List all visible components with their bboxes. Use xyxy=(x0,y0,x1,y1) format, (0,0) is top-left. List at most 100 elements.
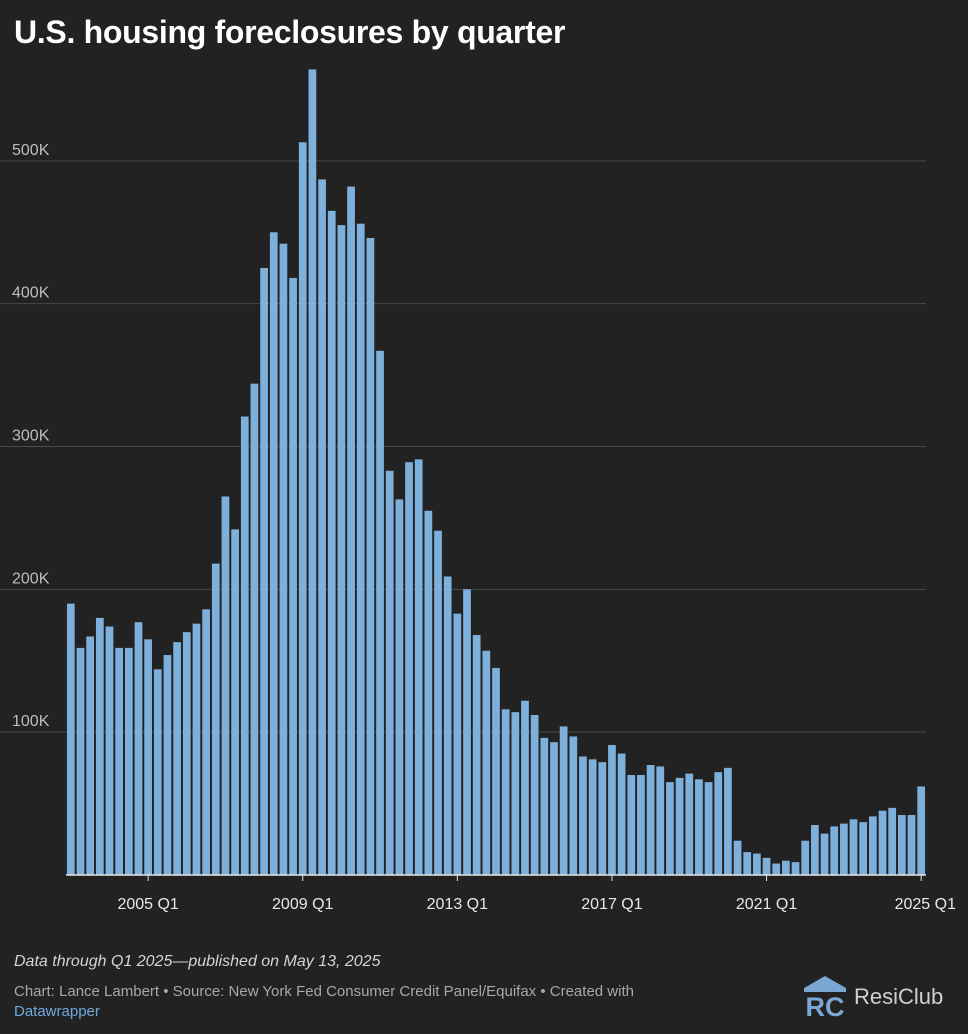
bar xyxy=(656,766,665,875)
bar xyxy=(356,223,365,876)
bar xyxy=(308,69,317,875)
bar xyxy=(443,576,452,875)
bar xyxy=(840,823,848,875)
bar xyxy=(66,603,75,875)
bar xyxy=(250,383,259,875)
bar xyxy=(782,860,790,875)
y-tick-label: 500K xyxy=(12,142,50,159)
bar xyxy=(530,715,539,875)
credit-text: Chart: Lance Lambert • Source: New York … xyxy=(14,983,634,1000)
bar xyxy=(376,350,384,875)
bar xyxy=(772,863,781,875)
x-tick-label: 2005 Q1 xyxy=(117,896,178,913)
bar xyxy=(240,416,249,875)
bar xyxy=(366,237,375,875)
bar xyxy=(830,826,839,875)
x-axis: 2005 Q1 2009 Q1 2013 Q1 2017 Q1 2021 Q1 2025 … xyxy=(66,874,956,913)
bar xyxy=(298,142,307,875)
bar xyxy=(762,857,771,875)
bar xyxy=(347,186,355,876)
bar xyxy=(182,632,191,875)
bar xyxy=(646,765,655,875)
bar xyxy=(76,647,85,875)
y-tick-label: 100K xyxy=(12,713,50,730)
bar xyxy=(714,772,723,875)
x-tick-label: 2017 Q1 xyxy=(581,896,642,913)
bar xyxy=(617,753,626,875)
x-tick-label: 2013 Q1 xyxy=(427,896,488,913)
bar xyxy=(608,745,616,875)
bar xyxy=(124,647,133,875)
bar xyxy=(724,767,732,875)
bar xyxy=(888,807,897,875)
logo-mark-text: RC xyxy=(806,992,845,1020)
bar xyxy=(453,613,462,875)
bar xyxy=(482,650,491,875)
bar xyxy=(675,777,684,875)
bar xyxy=(550,742,558,875)
logo-text: ResiClub xyxy=(854,984,944,1009)
bar xyxy=(414,459,423,875)
bar xyxy=(269,232,278,875)
bar-series xyxy=(66,69,926,876)
bar xyxy=(743,852,752,875)
bar xyxy=(511,712,520,875)
bar xyxy=(279,243,288,876)
bar xyxy=(627,775,636,875)
bar xyxy=(105,626,114,875)
bar xyxy=(753,853,761,875)
datawrapper-link[interactable]: Datawrapper xyxy=(14,1003,100,1020)
bar xyxy=(395,499,404,875)
bar xyxy=(695,779,703,875)
bar xyxy=(424,510,433,875)
bar xyxy=(540,737,549,875)
bar xyxy=(878,810,887,875)
bar xyxy=(579,756,587,875)
bar xyxy=(463,589,471,875)
bar xyxy=(849,819,858,875)
bar xyxy=(791,862,800,875)
bar-chart: 100K 200K 300K 400K 500K 2005 Q1 2009 Q1 2013 … xyxy=(0,69,956,913)
data-note: Data through Q1 2025—published on May 13… xyxy=(14,953,381,970)
bar xyxy=(337,225,346,875)
bar xyxy=(221,496,230,875)
bar xyxy=(897,815,906,875)
resiclub-logo: RC ResiClub xyxy=(802,974,943,1020)
bar xyxy=(666,782,674,875)
bar xyxy=(569,736,578,875)
y-axis-ticks: 100K 200K 300K 400K 500K xyxy=(12,142,50,730)
bar xyxy=(559,726,568,875)
y-tick-label: 400K xyxy=(12,285,50,302)
bar xyxy=(173,642,181,875)
x-tick-label: 2021 Q1 xyxy=(736,896,797,913)
bar xyxy=(907,815,916,875)
bar xyxy=(917,786,926,875)
bar xyxy=(472,635,481,875)
bar xyxy=(521,700,529,875)
bar xyxy=(685,773,694,875)
resiclub-logo-icon: RC xyxy=(804,976,846,1020)
bar xyxy=(733,840,742,875)
bar xyxy=(95,617,104,875)
bar xyxy=(801,840,810,875)
bar xyxy=(704,782,713,875)
bar xyxy=(588,759,597,875)
bar xyxy=(492,667,500,875)
bar xyxy=(260,267,268,875)
bar xyxy=(385,470,394,875)
bar xyxy=(868,816,877,875)
bar xyxy=(115,647,124,875)
bar xyxy=(192,623,201,875)
bar xyxy=(153,669,162,875)
bar xyxy=(318,179,326,876)
bar xyxy=(211,563,220,875)
bar xyxy=(501,709,510,875)
bar xyxy=(859,822,868,875)
x-tick-label: 2025 Q1 xyxy=(895,896,956,913)
x-tick-label: 2009 Q1 xyxy=(272,896,333,913)
bar xyxy=(327,210,336,876)
bar xyxy=(202,609,210,875)
bar xyxy=(820,833,829,875)
bar xyxy=(405,462,413,875)
y-tick-label: 300K xyxy=(12,428,50,445)
